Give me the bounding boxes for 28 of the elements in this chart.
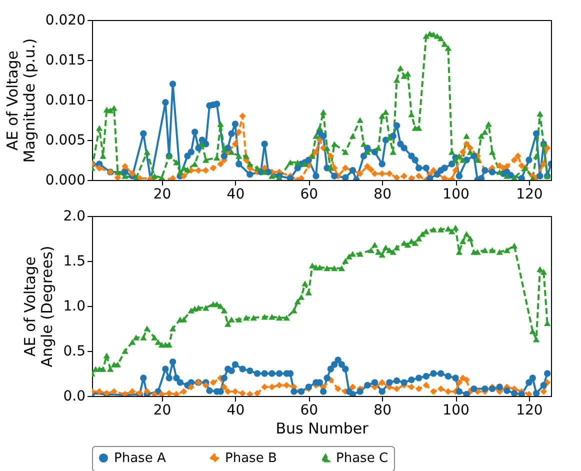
x-tick-label: 120 [516, 402, 543, 418]
y-tick-label: 1.5 [63, 254, 86, 270]
legend-label: Phase C [336, 451, 388, 466]
x-tick-label: 20 [153, 186, 172, 202]
x-tick-label: 100 [442, 402, 470, 418]
legend-label: Phase B [225, 450, 277, 466]
y-axis-title: AE of Voltage Magnitude (p.u.) [3, 38, 38, 163]
y-tick-label: 0.000 [45, 172, 86, 188]
x-tick-label: 80 [374, 186, 392, 202]
x-tick-label: 60 [300, 186, 318, 202]
y-tick-label: 0.0 [63, 388, 86, 404]
y-tick-label: 0.020 [45, 12, 86, 28]
y-axis-title: AE of Voltage Angle (Degrees) [21, 246, 56, 368]
x-tick-label: 60 [300, 402, 318, 418]
x-axis-title: Bus Number [276, 420, 370, 438]
x-tick-label: 100 [442, 186, 470, 202]
x-tick-label: 120 [516, 186, 543, 202]
x-tick-label: 40 [226, 186, 245, 202]
x-tick-label: 40 [226, 402, 245, 418]
y-tick-label: 0.005 [45, 132, 86, 148]
y-tick-label: 1.0 [63, 298, 86, 314]
legend-label: Phase A [114, 450, 166, 466]
y-tick-label: 0.5 [63, 344, 86, 360]
y-tick-label: 0.010 [45, 92, 86, 108]
y-tick-label: 2.0 [63, 208, 86, 224]
y-tick-label: 0.015 [45, 52, 86, 68]
x-tick-label: 80 [374, 402, 392, 418]
x-tick-label: 20 [153, 402, 172, 418]
